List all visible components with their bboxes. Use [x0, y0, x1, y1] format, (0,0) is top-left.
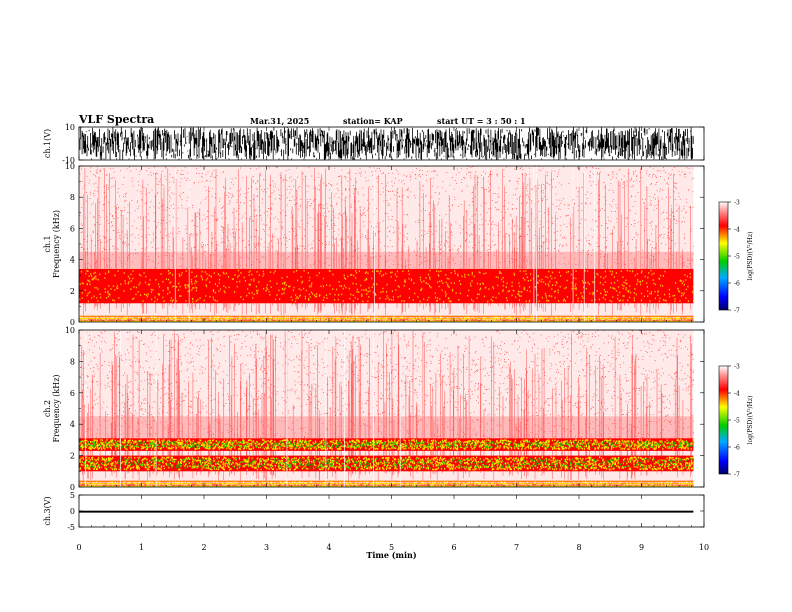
s1-ytick-label-0: 0 [70, 318, 75, 327]
ch1-spectrogram-panel: -3 -4 -5 -6 -7 log(PSD)(V²/Hz) [78, 165, 754, 322]
s1-ytick-label-5: 10 [65, 162, 75, 171]
layer-s2-colorbar-title: log(PSD)(V²/Hz) [747, 396, 754, 445]
s2-ylabel-1: Frequency (kHz) [52, 374, 61, 442]
s1-ytick-label-1: 2 [70, 287, 75, 296]
xtick-label-0: 0 [76, 543, 81, 552]
layer-s1-colorbar-label-2: -5 [734, 254, 740, 261]
s1-ylabel-1: Frequency (kHz) [52, 210, 61, 278]
layer-s2-colorbar-label-1: -4 [734, 391, 740, 398]
xtick-label-5: 5 [389, 543, 394, 552]
layer-s1-band-0-yellow [79, 269, 695, 303]
s2-ylabel-0: ch.2 [43, 400, 52, 417]
s2-ytick-label-5: 10 [65, 326, 75, 335]
w1-ylabel-0: ch.1(V) [43, 129, 52, 158]
x-axis-label: Time (min) [366, 550, 416, 560]
s1-ytick-label-4: 8 [70, 193, 75, 202]
ch3-waveform-panel [79, 510, 694, 513]
s2-ytick-label-2: 4 [70, 420, 75, 429]
s2-ytick-label-1: 2 [70, 452, 75, 461]
layer-s2-colorbar-label-2: -5 [734, 418, 740, 425]
s2-ytick-label-3: 6 [70, 389, 75, 398]
xtick-label-2: 2 [201, 543, 206, 552]
ch1-waveform-panel [79, 127, 694, 160]
layer-s1-colorbar-title: log(PSD)(V²/Hz) [747, 232, 754, 281]
w3-ytick-label-0: 5 [70, 491, 75, 500]
layer-s2-band-1-green [80, 458, 695, 469]
xtick-label-8: 8 [576, 543, 581, 552]
w1-ytick-label-0: 10 [65, 123, 75, 132]
xtick-label-7: 7 [514, 543, 519, 552]
s1-ytick-label-2: 4 [70, 256, 75, 265]
chart-title: VLF Spectra [79, 113, 155, 126]
xtick-label-6: 6 [451, 543, 456, 552]
s1-ylabel-0: ch.1 [43, 235, 52, 252]
layer-s1-colorbar-label-3: -6 [734, 281, 740, 288]
w3-ytick-label-1: 0 [70, 507, 75, 516]
w3-ytick-label-2: -5 [67, 523, 75, 532]
station-label: station= KAP [343, 116, 403, 126]
layer-s2-colorbar-label-3: -6 [734, 445, 740, 452]
layer-s1-colorbar-label-0: -3 [734, 200, 740, 207]
start-ut-label: start UT = 3 : 50 : 1 [437, 116, 526, 126]
ch3-waveform-trace [79, 510, 694, 513]
observation-date: Mar.31, 2025 [250, 116, 310, 126]
w3-ylabel-0: ch.3(V) [43, 496, 52, 525]
ch2-spectrogram-panel: -3 -4 -5 -6 -7 log(PSD)(V²/Hz) [79, 329, 754, 487]
xtick-label-4: 4 [326, 543, 331, 552]
layer-s1-colorbar-label-4: -7 [734, 308, 740, 315]
layer-s1-colorbar [718, 201, 729, 311]
layer-s1-speckle [79, 165, 695, 276]
layer-s2-fade [79, 416, 694, 440]
layer-s2-speckle [79, 329, 695, 441]
layer-s1-colorbar-label-1: -4 [734, 227, 740, 234]
s1-ytick-label-3: 6 [70, 224, 75, 233]
s2-ytick-label-4: 8 [70, 357, 75, 366]
s2-ytick-label-0: 0 [70, 483, 75, 492]
ch1-waveform-trace [79, 127, 694, 160]
xtick-label-10: 10 [699, 543, 709, 552]
layer-s2-colorbar-label-4: -7 [734, 472, 740, 479]
w1-ytick-label-1: -10 [62, 156, 75, 165]
layer-s2-colorbar-label-0: -3 [734, 364, 740, 371]
xtick-label-1: 1 [139, 543, 144, 552]
xtick-label-9: 9 [639, 543, 644, 552]
xtick-label-3: 3 [264, 543, 269, 552]
layer-s2-band-0-green [79, 440, 695, 449]
layer-s2-colorbar [718, 365, 729, 475]
